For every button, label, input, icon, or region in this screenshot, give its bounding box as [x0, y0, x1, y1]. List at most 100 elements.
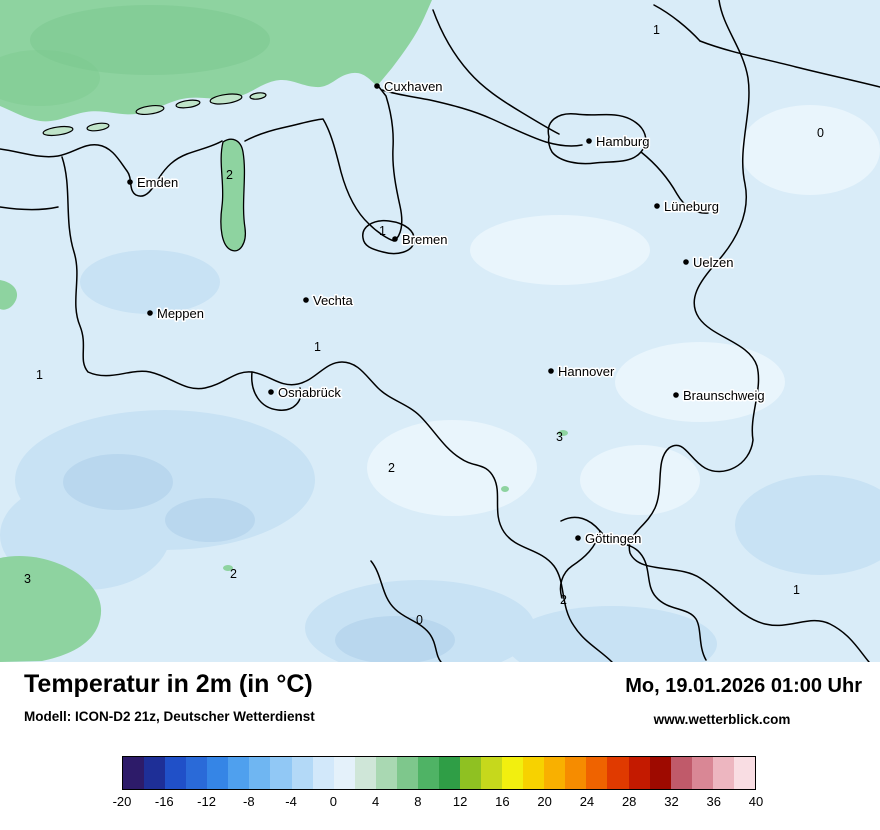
temperature-values: 1 0 2 1 1 1 3 2 3 2 2 1 0: [24, 23, 824, 627]
city-dot: [673, 392, 679, 398]
scale-tick-label: 32: [664, 794, 679, 809]
island: [86, 122, 110, 132]
elbe-north-bank: [432, 9, 560, 135]
scale-color-segment: [733, 757, 755, 789]
temp-value: 2: [388, 461, 395, 475]
city-marker-uelzen: Uelzen: [683, 254, 735, 272]
city-marker-bremen: Bremen: [392, 231, 449, 249]
sea-areas: [0, 0, 568, 662]
scale-tick-label: 24: [579, 794, 595, 809]
scale-tick-label: 8: [414, 794, 422, 809]
city-label: Lüneburg: [664, 199, 719, 214]
city-label: Vechta: [313, 293, 354, 308]
scale-tick-label: -12: [197, 794, 216, 809]
scale-color-segment: [249, 757, 271, 789]
temp-value: 0: [416, 613, 423, 627]
goettingen-border-branch: [559, 530, 601, 599]
cold-patch: [507, 606, 717, 662]
city-marker-braunschweig: Braunschweig: [673, 387, 766, 405]
city-marker-vechta: Vechta: [303, 292, 355, 310]
scale-tick-label: -20: [112, 794, 132, 809]
temp-value: 2: [560, 593, 567, 607]
map-footer: Temperatur in 2m (in °C) Modell: ICON-D2…: [0, 662, 880, 830]
warm-patch: [367, 420, 537, 516]
scale-color-segment: [586, 757, 608, 789]
warm-patch: [470, 215, 650, 285]
osnabrueck-border-loop: [251, 371, 302, 411]
scale-color-segment: [523, 757, 545, 789]
website-url: www.wetterblick.com: [653, 712, 791, 727]
colder-patch: [165, 498, 255, 542]
temperature-map: 1 0 2 1 1 1 3 2 3 2 2 1 0 Cuxhaven: [0, 0, 880, 662]
island: [209, 93, 243, 105]
east-border: [628, 0, 870, 662]
colder-patch: [335, 616, 455, 662]
scale-color-segment: [165, 757, 187, 789]
temp-value: 2: [230, 567, 237, 581]
scale-color-segment: [628, 757, 650, 789]
elbe-upper: [653, 4, 701, 42]
temperature-patches: [0, 105, 880, 662]
warm-patch: [740, 105, 880, 195]
city-markers: Cuxhaven Hamburg Emden Lüneburg Bremen: [127, 78, 766, 548]
scale-color-segment: [481, 757, 503, 789]
city-marker-meppen: Meppen: [147, 305, 205, 323]
green-speck: [223, 565, 233, 571]
colder-patch: [63, 454, 173, 510]
temp-value: 1: [379, 224, 386, 238]
forecast-datetime: Mo, 19.01.2026 01:00 Uhr: [625, 675, 862, 697]
city-dot: [575, 535, 581, 541]
scale-tick-label: -4: [285, 794, 297, 809]
temp-value: 1: [793, 583, 800, 597]
temp-value: 3: [556, 430, 563, 444]
left-edge-border: [0, 206, 59, 211]
left-edge-green-patch: [0, 280, 18, 310]
island: [135, 104, 165, 116]
weser-upstream: [370, 560, 442, 662]
city-label: Bremen: [402, 232, 448, 247]
city-dot: [586, 138, 592, 144]
scale-color-segment: [649, 757, 671, 789]
city-label: Göttingen: [585, 531, 641, 546]
city-label: Meppen: [157, 306, 204, 321]
scale-color-segment: [670, 757, 692, 789]
scale-tick-label: 12: [452, 794, 468, 809]
scale-color-segment: [228, 757, 250, 789]
warm-patch: [615, 342, 785, 422]
sea-dark-patch: [30, 5, 270, 75]
west-south-border: [61, 156, 613, 662]
scale-color-segment: [186, 757, 208, 789]
scale-tick-label: 40: [748, 794, 764, 809]
islands: [42, 92, 267, 137]
scale-color-segment: [144, 757, 166, 789]
city-label: Hannover: [558, 364, 615, 379]
scale-color-segment: [438, 757, 460, 789]
color-scale-ticks: -20 -16 -12 -8 -4 0 4 8 12 16 20 24 28 32 36 40: [113, 794, 764, 812]
northeast-border: [699, 40, 880, 88]
scale-color-segment: [607, 757, 629, 789]
scale-tick-label: 4: [371, 794, 380, 809]
island: [175, 99, 201, 109]
model-info: Modell: ICON-D2 21z, Deutscher Wetterdie…: [24, 709, 315, 724]
city-label: Uelzen: [693, 255, 733, 270]
temp-value: 1: [653, 23, 660, 37]
scale-color-segment: [333, 757, 355, 789]
city-label: Hamburg: [596, 134, 649, 149]
city-dot: [303, 297, 309, 303]
scale-color-segment: [396, 757, 418, 789]
scale-color-segment: [270, 757, 292, 789]
scale-color-segment: [691, 757, 713, 789]
city-marker-osnabrueck: Osnabrück: [268, 384, 343, 402]
color-scale: -20 -16 -12 -8 -4 0 4 8 12 16 20 24 28 32 36 40: [113, 756, 764, 816]
goettingen-border: [560, 516, 707, 661]
city-dot: [147, 310, 153, 316]
scale-color-segment: [544, 757, 566, 789]
scale-color-segment: [123, 757, 145, 789]
city-dot: [374, 83, 380, 89]
scale-color-segment: [375, 757, 397, 789]
warm-patch: [580, 445, 700, 515]
jade-bay-area: [220, 138, 246, 252]
scale-tick-label: 36: [706, 794, 721, 809]
temp-value: 1: [36, 368, 43, 382]
